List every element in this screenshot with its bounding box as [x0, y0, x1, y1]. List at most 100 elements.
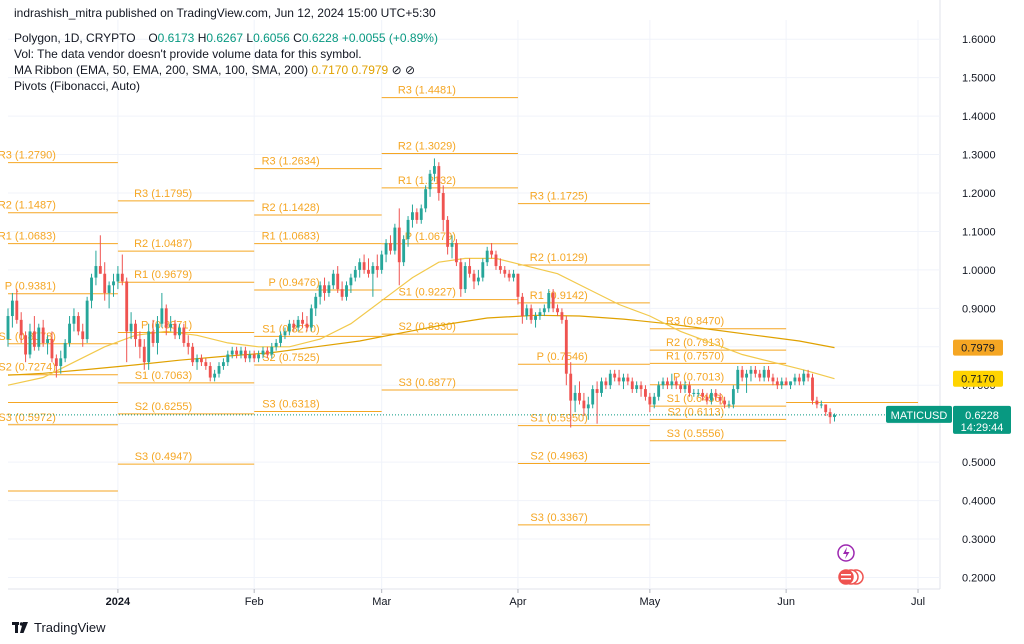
candle-body: [617, 377, 621, 382]
candle-body: [292, 323, 296, 328]
candle: [151, 319, 155, 347]
candle-body: [648, 396, 652, 405]
candle: [287, 319, 291, 336]
candle-body: [309, 308, 313, 328]
pivots-legend[interactable]: Pivots (Fibonacci, Auto): [14, 79, 141, 93]
candle-body: [323, 285, 326, 293]
candle: [6, 308, 10, 347]
candle: [815, 396, 819, 409]
candle: [191, 342, 195, 367]
pivot-label: S1 (0.9227): [398, 287, 455, 299]
candle: [468, 258, 472, 278]
candle: [617, 369, 621, 386]
flag-stripe: [841, 574, 851, 576]
candle: [296, 316, 300, 332]
candle: [301, 312, 304, 328]
candle-body: [213, 373, 217, 378]
candle: [182, 323, 186, 347]
hidden-series-icons[interactable]: ⊘ ⊘: [391, 63, 416, 77]
candle: [762, 366, 766, 382]
ma-ribbon-legend[interactable]: MA Ribbon (EMA, 50, EMA, 200, SMA, 100, …: [14, 63, 415, 77]
candle: [538, 308, 542, 320]
candle-body: [112, 281, 115, 286]
candle: [564, 316, 568, 386]
candle: [687, 381, 691, 397]
footer-brand: TradingView: [34, 620, 106, 635]
symbol-legend: Polygon, 1D, CRYPTO O0.6173 H0.6267 L0.6…: [14, 31, 438, 45]
candle: [178, 323, 181, 340]
candle-body: [437, 166, 441, 194]
candle-body: [767, 369, 770, 378]
candles: [6, 158, 836, 428]
candle-body: [560, 312, 564, 320]
candle-body: [261, 350, 265, 355]
candle: [98, 235, 102, 274]
candle-body: [490, 250, 494, 255]
pivot-label: R2 (1.1428): [262, 202, 320, 214]
candle: [134, 319, 137, 347]
candle-body: [463, 266, 467, 290]
candle-body: [802, 373, 806, 382]
candle: [639, 381, 643, 397]
candle: [771, 373, 775, 386]
candle-body: [679, 385, 683, 390]
candle: [490, 242, 494, 259]
candle-body: [701, 392, 705, 397]
candle: [503, 266, 507, 278]
candle: [411, 204, 414, 228]
candle-body: [595, 389, 599, 393]
candle: [701, 389, 705, 401]
candle: [81, 323, 85, 347]
candle: [85, 296, 89, 343]
candle: [551, 289, 555, 313]
candle-body: [160, 308, 164, 324]
candle-body: [296, 319, 300, 328]
candle: [648, 392, 652, 413]
candle-body: [476, 277, 480, 282]
candle: [252, 350, 256, 363]
candle: [731, 385, 735, 409]
y-tick-label: 0.2000: [962, 572, 996, 584]
tradingview-footer[interactable]: TradingView: [12, 620, 106, 635]
pivot-label: R3 (1.4481): [398, 85, 456, 97]
candle: [147, 323, 151, 370]
countdown-label: 14:29:44: [961, 422, 1004, 434]
candle-body: [411, 212, 414, 220]
candle-body: [349, 277, 353, 286]
event-icons[interactable]: [837, 544, 864, 585]
close-value: 0.6228: [301, 31, 339, 45]
pivot-label: R1 (1.2132): [398, 175, 456, 187]
pivot-levels: R3 (1.2790) R2 (1.1487) R1 (1.0683) P (0.93…: [0, 85, 919, 526]
candle-body: [345, 285, 348, 297]
candle: [367, 258, 370, 278]
pivot-label: S2 (0.7274): [0, 362, 56, 374]
candle-body: [397, 227, 401, 263]
candle: [314, 292, 318, 317]
candle: [459, 258, 463, 297]
candle: [243, 346, 247, 363]
publisher-line: indrashish_mitra published on TradingVie…: [14, 6, 436, 20]
candle-body: [200, 358, 203, 363]
volume-legend[interactable]: Vol: The data vendor doesn't provide vol…: [14, 47, 362, 61]
symbol-name[interactable]: Polygon, 1D, CRYPTO: [14, 31, 136, 45]
candle: [494, 250, 498, 270]
pivot-label: P (0.9476): [269, 277, 320, 289]
candle: [608, 369, 612, 390]
candle: [604, 377, 608, 390]
candle-body: [749, 369, 753, 374]
candle: [406, 216, 410, 247]
candle-body: [72, 316, 76, 324]
candle: [160, 292, 164, 328]
x-tick-label: Feb: [245, 596, 264, 608]
candle: [622, 373, 625, 390]
candle: [626, 373, 630, 386]
candle: [68, 316, 71, 347]
candle-body: [287, 323, 291, 332]
us-flag-event-icon[interactable]: [838, 569, 854, 585]
candle-body: [85, 300, 89, 340]
pivot-label: S3 (0.5556): [667, 428, 724, 440]
candle: [797, 373, 801, 386]
candle: [753, 366, 757, 378]
